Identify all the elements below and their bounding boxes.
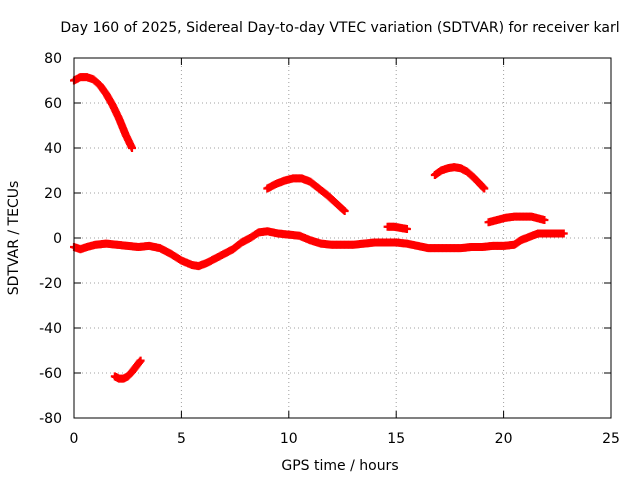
series-arc-start-high bbox=[70, 73, 136, 152]
series-arc-negative bbox=[110, 356, 145, 383]
y-tick-label: -80 bbox=[39, 411, 62, 427]
y-axis-label: SDTVAR / TECUs bbox=[6, 181, 22, 296]
series-arc-15h bbox=[383, 222, 411, 233]
x-tick-label: 0 bbox=[70, 431, 79, 447]
y-tick-labels: -80 -60 -40 -20 0 20 40 60 80 bbox=[39, 51, 62, 427]
data-series bbox=[70, 73, 568, 383]
x-tick-label: 15 bbox=[387, 431, 405, 447]
x-tick-labels: 0 5 10 15 20 25 bbox=[70, 431, 620, 447]
y-tick-label: -20 bbox=[39, 276, 62, 292]
plot-frame bbox=[73, 57, 612, 419]
series-arc-21h bbox=[484, 212, 549, 227]
y-tick-label: 40 bbox=[44, 141, 62, 157]
y-tick-label: 80 bbox=[44, 51, 62, 67]
chart-title: Day 160 of 2025, Sidereal Day-to-day VTE… bbox=[60, 20, 619, 36]
data-point bbox=[540, 216, 549, 224]
series-arc-10h bbox=[263, 174, 349, 215]
series-arc-18h bbox=[430, 163, 489, 193]
data-point bbox=[480, 184, 489, 193]
data-point bbox=[402, 225, 411, 233]
x-tick-label: 5 bbox=[177, 431, 186, 447]
series-baseline bbox=[70, 227, 568, 271]
x-tick-label: 25 bbox=[602, 431, 620, 447]
data-point bbox=[136, 356, 145, 365]
x-tick-label: 20 bbox=[495, 431, 513, 447]
data-point bbox=[340, 207, 349, 215]
y-tick-label: 60 bbox=[44, 96, 62, 112]
y-tick-label: 0 bbox=[53, 231, 62, 247]
x-tick-label: 10 bbox=[280, 431, 298, 447]
y-tick-label: -60 bbox=[39, 366, 62, 382]
y-tick-label: 20 bbox=[44, 186, 62, 202]
y-tick-label: -40 bbox=[39, 321, 62, 337]
data-point bbox=[559, 229, 568, 238]
data-point bbox=[127, 144, 136, 152]
x-axis-label: GPS time / hours bbox=[281, 458, 398, 474]
